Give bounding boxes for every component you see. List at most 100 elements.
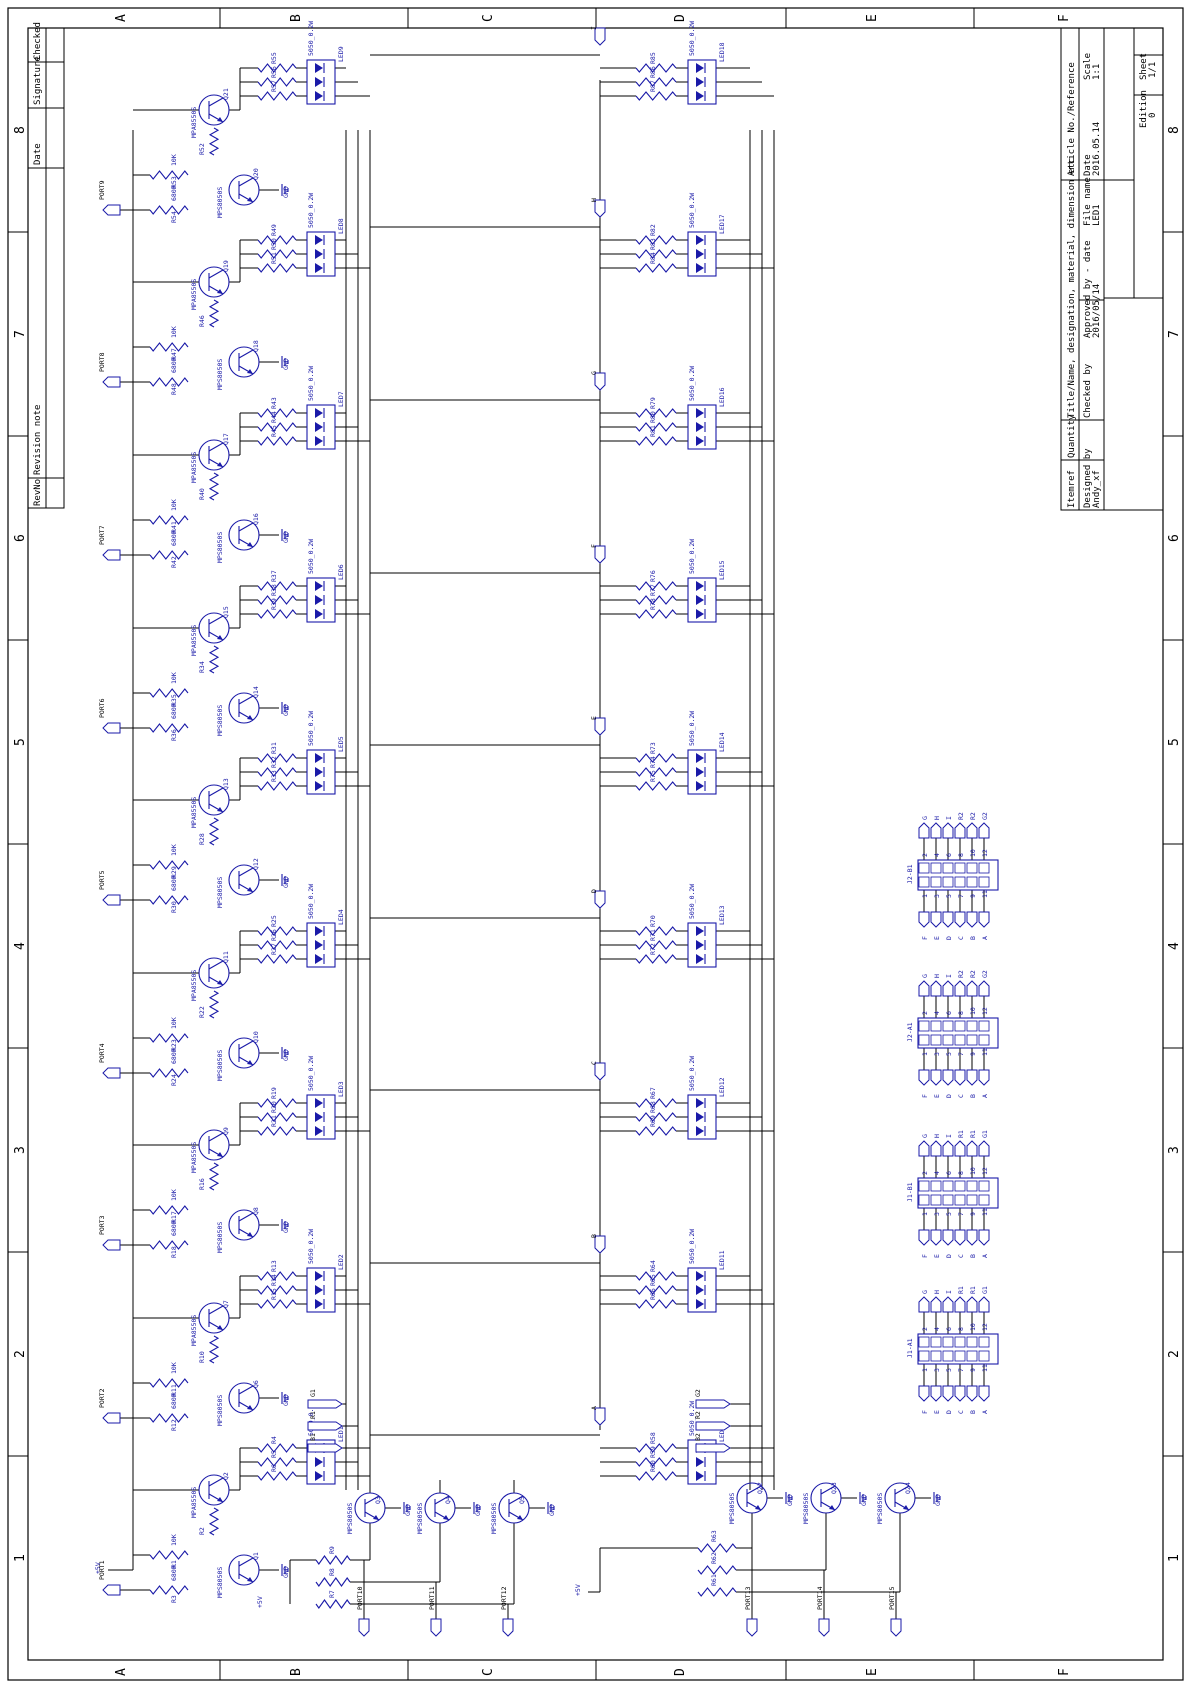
- net-tag-H: [594, 199, 606, 218]
- gnd-label-Q14: GND: [282, 704, 290, 716]
- pnp-ref-Q9: Q9: [222, 1127, 230, 1135]
- port-PORT8: [102, 376, 121, 388]
- connector-pin-num: 9: [969, 1212, 977, 1216]
- res-ref-R67: R67: [649, 1087, 657, 1099]
- connector-pin-num: 12: [981, 1323, 989, 1331]
- connector-pin-num: 8: [957, 1171, 965, 1175]
- led-LED17-diode: [696, 235, 704, 245]
- npn-transistor-Q16-arrow: [247, 542, 253, 547]
- zone-col-bottom-D: D: [673, 1668, 688, 1676]
- connector-pin-num: 2: [921, 1011, 929, 1015]
- connector-bottom-label-J1-B1: G1: [981, 1130, 989, 1138]
- connector-top-label-J1-B1: C: [957, 1254, 965, 1258]
- resistor-R8: [315, 1577, 351, 1587]
- led-LED1-diode: [315, 1457, 323, 1467]
- npn-part-Q6: MPS8050S: [216, 1395, 224, 1426]
- res-ref-R63: R63: [710, 1530, 718, 1542]
- tb-checked-by-label: Checked by: [1083, 363, 1093, 418]
- connector-pin-J2-A1: [966, 1020, 978, 1032]
- resistor-R86: [635, 77, 677, 87]
- sheet-border-outer: [7, 7, 1184, 1681]
- led-LED2-diode: [315, 1299, 323, 1309]
- res-ref-R5: R5: [270, 1450, 278, 1458]
- res-ref-R56: R56: [270, 66, 278, 78]
- zone-row-right-7: 7: [1167, 330, 1182, 338]
- led-LED5-diode: [315, 753, 323, 763]
- driver-transistor-Q24-collector: [894, 1485, 910, 1495]
- resistor-R40: [208, 472, 220, 501]
- resistor-R26: [257, 940, 297, 950]
- driver-transistor-Q23: [810, 1482, 842, 1514]
- res-val-R17: 10K: [170, 1189, 178, 1201]
- resistor-R58: [635, 1443, 677, 1453]
- connector-tag-J2-A1: [978, 1069, 990, 1086]
- connector-bottom-label-J2-B1: G: [921, 816, 929, 820]
- res-ref-R14: R14: [270, 1274, 278, 1286]
- resistor-R2: [208, 1507, 220, 1536]
- pnp-transistor-Q21-arrow: [217, 117, 223, 122]
- resistor-R44: [257, 422, 297, 432]
- res-ref-R33: R33: [270, 770, 278, 782]
- port-PORT1: [102, 1584, 121, 1596]
- port-PORT11: [430, 1618, 442, 1637]
- resistor-R48: [149, 377, 189, 387]
- res-ref-R78: R78: [649, 598, 657, 610]
- connector-tag-J1-A1: [978, 1385, 990, 1402]
- connector-pin-J2-B1: [954, 876, 966, 888]
- led-LED18-diode: [696, 91, 704, 101]
- connector-top-label-J1-B1: B: [969, 1254, 977, 1258]
- led-ref-LED16: LED16: [718, 387, 726, 407]
- res-ref-R11: R11: [170, 1384, 178, 1396]
- gnd-label-Q1: GND: [282, 1566, 290, 1578]
- connector-pin-J1-A1: [918, 1336, 930, 1348]
- led-ref-LED6: LED6: [337, 564, 345, 580]
- connector-pin-J2-A1: [930, 1020, 942, 1032]
- npn-transistor-Q12: [228, 864, 260, 896]
- port-label-PORT1: PORT1: [98, 1560, 106, 1580]
- connector-pin-J2-A1: [918, 1034, 930, 1046]
- led-ref-LED11: LED11: [718, 1250, 726, 1270]
- connector-bottom-label-J1-A1: R1: [957, 1286, 965, 1294]
- npn-ref-Q20: Q20: [252, 168, 260, 180]
- connector-tag-J2-B1: [942, 822, 954, 839]
- connector-tag-J1-A1: [942, 1296, 954, 1313]
- led-LED14-diode: [696, 753, 704, 763]
- connector-pin-num: 12: [981, 1007, 989, 1015]
- led-LED9-body: [306, 59, 336, 105]
- gnd-label-Q5: GND: [548, 1504, 556, 1516]
- connector-pin-J2-B1: [966, 876, 978, 888]
- res-val-R18: 680R: [170, 1220, 178, 1236]
- res-ref-R29: R29: [170, 866, 178, 878]
- connector-pin-J1-B1: [954, 1194, 966, 1206]
- port-PORT6: [102, 722, 121, 734]
- driver-part-Q5: MPS8050S: [490, 1503, 498, 1534]
- pnp-transistor-Q11-collector: [208, 960, 224, 970]
- resistor-R33: [257, 781, 297, 791]
- resistor-R39: [257, 609, 297, 619]
- connector-top-label-J1-A1: D: [945, 1410, 953, 1414]
- res-ref-R73: R73: [649, 742, 657, 754]
- connector-pin-J1-B1: [918, 1180, 930, 1192]
- res-val-R11: 10K: [170, 1362, 178, 1374]
- pnp-part-Q13: MPA8550S: [190, 797, 198, 828]
- led-LED11-diode: [696, 1271, 704, 1281]
- connector-tag-J2-A1: [966, 1069, 978, 1086]
- led-LED8-diode: [315, 249, 323, 259]
- led-LED5-diode: [315, 781, 323, 791]
- tb-edition: 0: [1148, 113, 1158, 118]
- connector-pin-J1-B1: [966, 1180, 978, 1192]
- led-LED14-diode: [696, 767, 704, 777]
- res-ref-R51: R51: [270, 252, 278, 264]
- led-ref-LED18: LED18: [718, 42, 726, 62]
- npn-transistor-Q8-collector: [238, 1212, 254, 1222]
- resistor-R5: [257, 1457, 297, 1467]
- gnd-label-Q12: GND: [282, 876, 290, 888]
- tb-approved-date: 2016/05/14: [1092, 284, 1102, 338]
- led-LED6-diode: [315, 595, 323, 605]
- connector-tag-J1-A1: [954, 1296, 966, 1313]
- connector-tag-J2-B1: [978, 822, 990, 839]
- connector-bottom-label-J2-A1: R2: [969, 970, 977, 978]
- connector-pin-J1-A1: [954, 1350, 966, 1362]
- bus-label-B2: B2: [694, 1433, 702, 1441]
